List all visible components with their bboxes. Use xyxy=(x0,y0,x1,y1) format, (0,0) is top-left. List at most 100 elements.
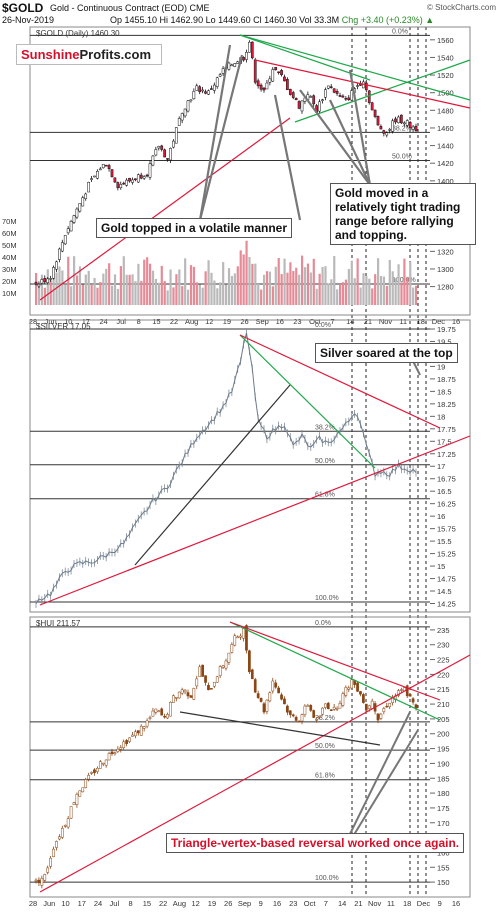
x-tick-label: 24 xyxy=(94,899,102,908)
candle-body xyxy=(288,88,292,95)
volume-bar xyxy=(113,274,117,305)
candle-body xyxy=(128,177,131,182)
candle-body xyxy=(75,793,79,805)
volume-bar xyxy=(263,274,266,305)
x-tick-label: 8 xyxy=(129,899,133,908)
candle-body xyxy=(350,90,354,101)
candle-body xyxy=(81,787,85,793)
candle-body xyxy=(145,174,149,177)
candle-body xyxy=(309,96,313,98)
candle-body xyxy=(408,694,412,697)
x-tick-label: 28 xyxy=(29,899,37,908)
candle-body xyxy=(195,678,199,687)
x-tick-label: 11 xyxy=(399,317,407,326)
volume-bar xyxy=(184,258,187,305)
candle-body xyxy=(172,140,175,148)
volume-bar xyxy=(134,281,137,305)
y-tick-label: 18.5 xyxy=(437,387,452,396)
candle-body xyxy=(136,730,140,734)
candle-body xyxy=(186,692,190,697)
volume-bar xyxy=(271,286,274,305)
x-tick-label: Aug xyxy=(185,317,198,326)
candle-body xyxy=(259,84,263,90)
candle-body xyxy=(253,59,257,83)
candle-body xyxy=(294,98,298,101)
candle-body xyxy=(78,203,82,212)
volume-bar xyxy=(210,272,213,305)
candle-body xyxy=(332,88,336,93)
x-tick-label: 10 xyxy=(64,317,72,326)
candle-body xyxy=(96,171,99,179)
candle-body xyxy=(63,824,67,827)
candle-body xyxy=(239,635,242,638)
volume-bar xyxy=(157,282,160,305)
candle-body xyxy=(364,703,368,711)
y-tick-label: 19.75 xyxy=(437,325,456,334)
candle-body xyxy=(101,163,105,169)
x-tick-label: 7 xyxy=(324,899,328,908)
candle-body xyxy=(34,879,38,882)
volume-bar xyxy=(111,285,114,305)
candle-body xyxy=(40,878,44,886)
callout-pointer-top-1 xyxy=(198,54,244,221)
candle-body xyxy=(379,126,383,130)
y-tick-label: 15.75 xyxy=(437,525,456,534)
volume-bar xyxy=(412,287,415,305)
candle-body xyxy=(332,706,336,710)
volume-bar xyxy=(388,259,391,305)
volume-bar xyxy=(339,283,342,305)
candle-body xyxy=(195,85,199,91)
volume-label: 20M xyxy=(2,277,17,286)
callout-gold-top: Gold topped in a volatile manner xyxy=(96,218,293,238)
volume-bar xyxy=(61,270,64,305)
candle-body xyxy=(367,90,371,103)
candle-body xyxy=(37,283,41,287)
volume-bar xyxy=(327,283,330,305)
y-tick-label: 17 xyxy=(437,462,445,471)
volume-bar xyxy=(70,286,73,305)
y-tick-label: 14.25 xyxy=(437,600,456,609)
volume-bar xyxy=(227,268,231,305)
volume-bar xyxy=(195,282,198,305)
x-tick-label: 15 xyxy=(152,317,160,326)
candle-body xyxy=(128,737,131,742)
volume-label: 70M xyxy=(2,217,17,226)
volume-bar xyxy=(239,250,242,305)
candle-body xyxy=(382,708,386,712)
x-tick-label: 8 xyxy=(137,317,141,326)
candle-body xyxy=(364,82,368,91)
x-tick-label: 16 xyxy=(452,317,460,326)
callout-pointer-hui-2 xyxy=(351,729,419,839)
credit-label: © StockCharts.com xyxy=(426,3,496,12)
candle-body xyxy=(356,682,359,692)
candle-body xyxy=(370,102,374,111)
candle-body xyxy=(154,149,158,156)
candle-body xyxy=(262,703,266,713)
candle-body xyxy=(335,90,339,94)
y-tick-label: 1420 xyxy=(437,159,454,168)
candle-body xyxy=(271,69,275,82)
candle-body xyxy=(347,687,351,690)
candle-body xyxy=(359,691,362,695)
candle-body xyxy=(326,702,330,710)
candle-body xyxy=(230,644,234,653)
candle-body xyxy=(34,282,38,285)
candle-body xyxy=(318,716,321,718)
candle-body xyxy=(142,176,146,179)
candle-body xyxy=(136,174,140,183)
silver-price-line xyxy=(35,332,417,605)
candle-body xyxy=(96,768,99,772)
candle-body xyxy=(291,92,295,98)
y-tick-label: 155 xyxy=(437,863,450,872)
volume-bar xyxy=(154,278,158,305)
candle-body xyxy=(186,100,190,112)
candle-body xyxy=(110,751,114,754)
candle-body xyxy=(163,715,166,718)
candle-body xyxy=(198,86,202,93)
volume-bar xyxy=(230,276,234,305)
candle-body xyxy=(134,178,137,181)
volume-bar xyxy=(406,276,409,305)
volume-bar xyxy=(283,258,286,305)
candle-body xyxy=(312,710,316,718)
volume-bar xyxy=(78,266,82,305)
